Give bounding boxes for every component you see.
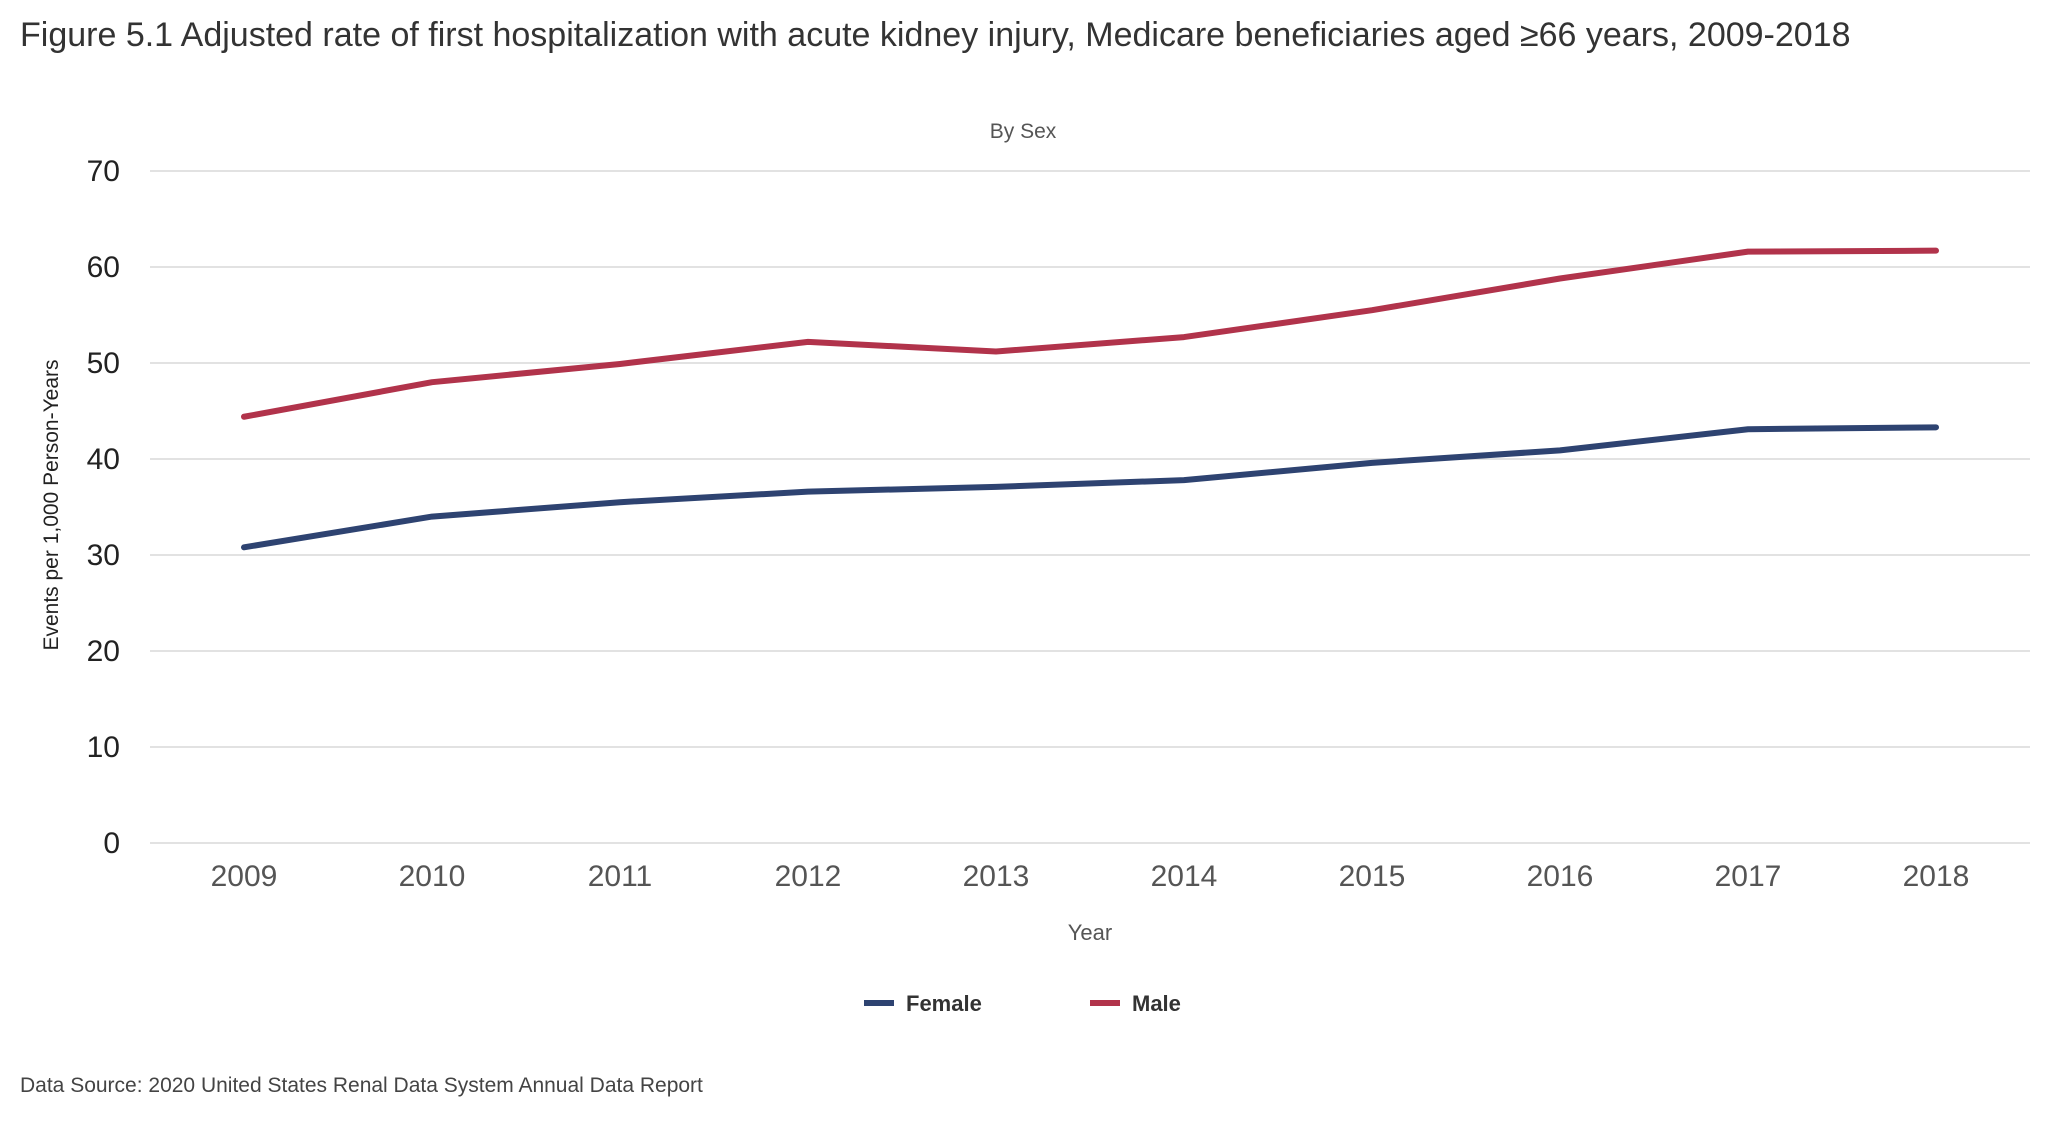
x-tick-label: 2014	[1151, 860, 1218, 893]
y-tick-label: 60	[87, 251, 120, 284]
chart-subtitle: By Sex	[990, 120, 1057, 143]
y-tick-label: 30	[87, 539, 120, 572]
x-tick-label: 2017	[1715, 860, 1782, 893]
series-lines	[241, 247, 1939, 551]
data-source-note: Data Source: 2020 United States Renal Da…	[20, 1074, 703, 1097]
chart-title: Figure 5.1 Adjusted rate of first hospit…	[20, 16, 1851, 54]
series-line-female	[241, 424, 1939, 551]
x-tick-label: 2018	[1903, 860, 1970, 893]
legend-label-male: Male	[1132, 991, 1181, 1016]
series-line-male	[241, 247, 1939, 420]
x-tick-label: 2016	[1527, 860, 1594, 893]
y-tick-label: 0	[103, 827, 120, 860]
y-tick-label: 10	[87, 731, 120, 764]
x-tick-label: 2013	[963, 860, 1030, 893]
y-axis-label: Events per 1,000 Person-Years	[40, 359, 63, 650]
y-tick-label: 40	[87, 443, 120, 476]
y-axis-ticks: 0 10 20 30 40 50 60 70	[87, 155, 120, 860]
x-axis-ticks: 2009 2010 2011 2012 2013 2014 2015 2016 2017 2018	[211, 860, 1970, 893]
x-tick-label: 2015	[1339, 860, 1406, 893]
legend-label-female: Female	[906, 991, 982, 1016]
gridlines	[150, 170, 2030, 844]
y-tick-label: 50	[87, 347, 120, 380]
x-tick-label: 2012	[775, 860, 842, 893]
x-tick-label: 2009	[211, 860, 278, 893]
y-tick-label: 20	[87, 635, 120, 668]
legend: Female Male	[864, 991, 1181, 1016]
y-tick-label: 70	[87, 155, 120, 188]
x-tick-label: 2011	[588, 860, 653, 893]
x-axis-label: Year	[1068, 920, 1112, 945]
x-tick-label: 2010	[399, 860, 466, 893]
